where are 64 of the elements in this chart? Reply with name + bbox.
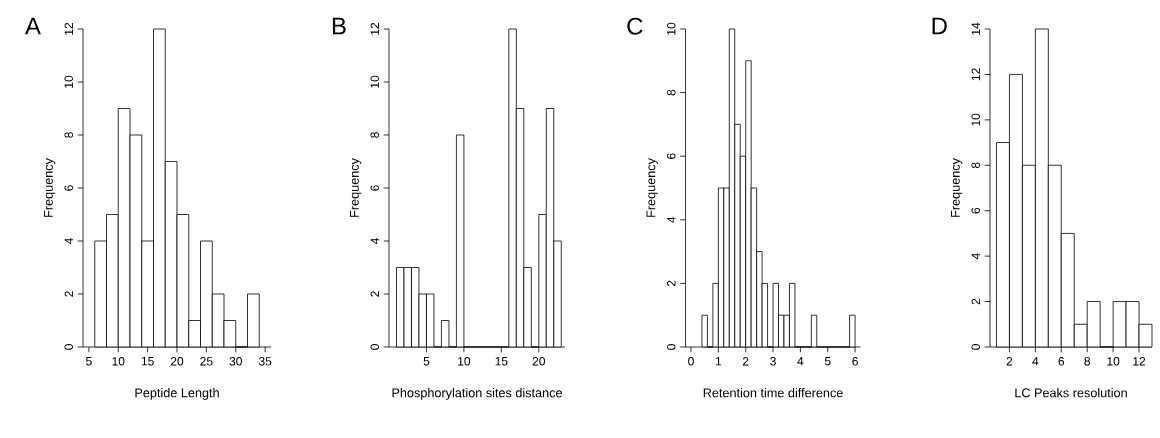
x-tick-label: 0: [688, 357, 694, 366]
y-tick-label: 10: [64, 75, 73, 88]
y-tick-label: 8: [64, 132, 73, 138]
y-tick-label: 12: [64, 22, 73, 35]
y-tick-label: 4: [667, 216, 676, 223]
y-tick-label: 0: [64, 344, 73, 350]
x-tick-label: 10: [1107, 357, 1120, 366]
y-tick-label: 12: [971, 68, 980, 81]
y-axis-title: Frequency: [349, 158, 362, 217]
y-tick-label: 0: [971, 344, 980, 350]
y-tick-label: 8: [971, 162, 980, 169]
y-tick-label: 0: [370, 344, 379, 350]
x-tick-label: 1: [715, 357, 722, 366]
y-tick-label: 2: [64, 291, 73, 297]
x-tick-label: 10: [458, 357, 471, 366]
y-tick-label: 10: [370, 75, 379, 88]
x-tick-label: 3: [770, 357, 776, 366]
x-axis-title: Retention time difference: [703, 388, 843, 398]
x-tick-label: 5: [86, 357, 92, 366]
x-tick-label: 12: [1133, 357, 1146, 366]
y-tick-label: 4: [971, 253, 980, 260]
x-axis-title: Phosphorylation sites distance: [392, 388, 562, 400]
y-axis-title: Frequency: [950, 158, 963, 217]
y-axis-title: Frequency: [43, 158, 56, 217]
x-tick-label: 5: [423, 357, 430, 366]
x-tick-label: 20: [170, 357, 184, 366]
y-tick-label: 6: [971, 207, 980, 214]
x-tick-label: 2: [1006, 357, 1013, 366]
y-tick-label: 2: [667, 280, 676, 287]
y-tick-label: 4: [370, 238, 379, 245]
y-tick-label: 12: [370, 22, 379, 35]
x-axis-title: LC Peaks resolution: [1015, 388, 1127, 398]
y-tick-label: 0: [666, 344, 676, 350]
chart-title: C: [627, 17, 643, 35]
x-tick-label: 15: [495, 357, 508, 366]
x-tick-label: 4: [1032, 357, 1039, 366]
y-tick-label: 10: [666, 22, 676, 35]
y-tick-label: 8: [666, 89, 676, 96]
x-tick-label: 35: [258, 357, 272, 366]
chart-title: D: [932, 17, 947, 35]
x-tick-label: 5: [824, 357, 831, 366]
chart-title: B: [332, 17, 346, 35]
x-tick-label: 8: [1084, 357, 1091, 366]
x-tick-label: 10: [112, 357, 125, 366]
y-tick-label: 2: [370, 291, 379, 297]
y-tick-label: 6: [666, 153, 676, 159]
y-tick-label: 6: [64, 185, 73, 191]
y-axis-title: Frequency: [646, 158, 658, 217]
x-tick-label: 25: [200, 357, 213, 366]
y-tick-label: 2: [971, 298, 980, 305]
x-tick-label: 4: [797, 357, 804, 366]
y-tick-label: 8: [370, 132, 379, 138]
x-tick-label: 6: [852, 357, 858, 366]
x-tick-label: 6: [1058, 357, 1065, 366]
y-tick-label: 4: [64, 238, 73, 245]
x-tick-label: 2: [742, 357, 749, 366]
chart-title: A: [25, 17, 41, 35]
y-tick-label: 10: [971, 113, 980, 126]
x-axis-title: Peptide Length: [135, 388, 219, 400]
x-tick-label: 15: [141, 357, 154, 366]
x-tick-label: 20: [532, 357, 545, 366]
x-tick-label: 30: [229, 357, 242, 366]
y-tick-label: 14: [971, 22, 980, 35]
y-tick-label: 6: [370, 185, 379, 191]
